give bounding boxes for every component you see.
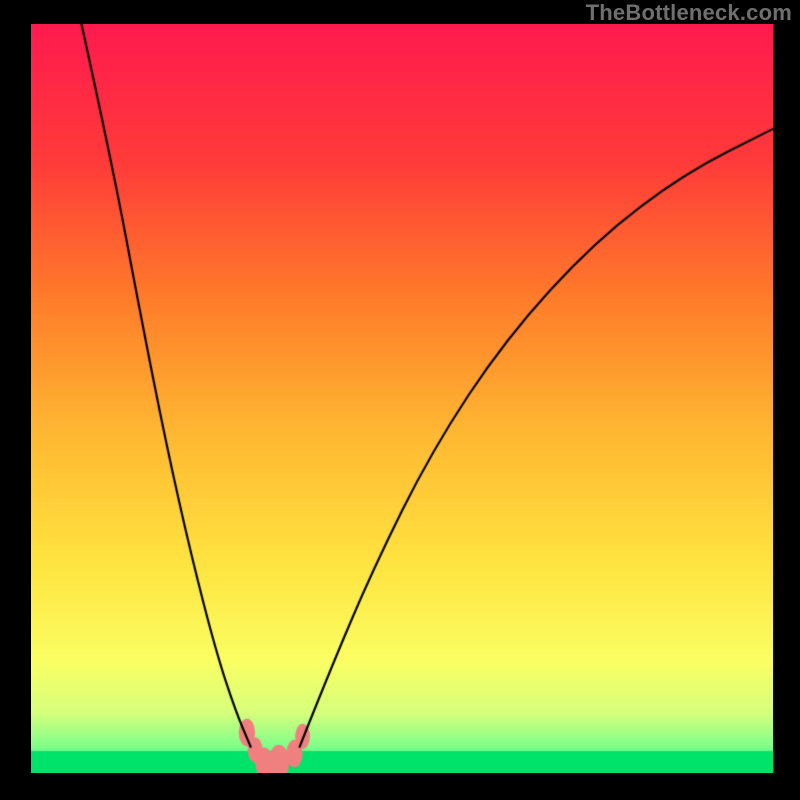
v-curve-overlay (31, 24, 773, 773)
watermark-label: TheBottleneck.com (586, 0, 792, 26)
bottleneck-chart: TheBottleneck.com (0, 0, 800, 800)
